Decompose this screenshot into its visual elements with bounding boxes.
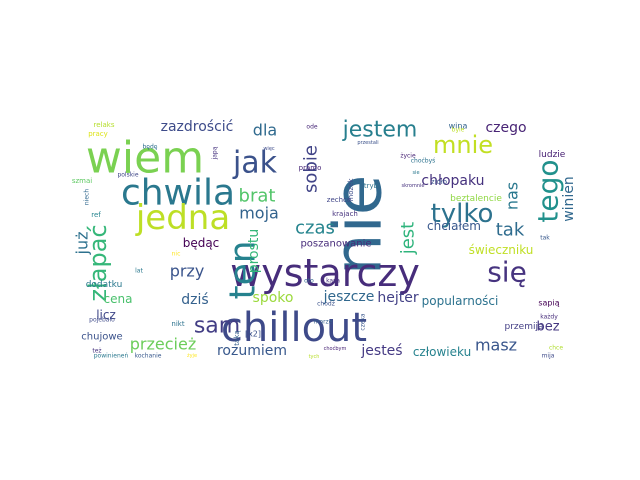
word-19: sobie — [301, 145, 322, 193]
word-75: tych — [309, 354, 320, 360]
word-58: zechce — [327, 196, 351, 204]
word-62: relaks — [94, 121, 115, 129]
word-67: niech — [84, 189, 91, 205]
word-72: też — [92, 348, 101, 355]
word-71: powinieneń — [94, 353, 129, 360]
word-66: japą — [212, 146, 219, 160]
word-38: cena — [104, 292, 133, 306]
word-13: sam — [194, 314, 240, 339]
word-96: tak — [540, 235, 550, 242]
word-55: taką — [233, 330, 241, 345]
word-95: każdy — [540, 314, 558, 321]
word-68: ref — [91, 211, 101, 219]
word-84: nic — [172, 251, 181, 258]
word-76: choćbym — [324, 345, 347, 352]
word-34: czego — [485, 120, 526, 136]
word-29: chłopaku — [421, 173, 484, 189]
word-9: tego — [532, 159, 565, 222]
word-37: już — [73, 232, 92, 256]
word-60: pramo — [299, 164, 322, 172]
word-2: chillout — [221, 305, 367, 351]
word-50: przemija — [505, 322, 544, 332]
word-73: kochanie — [135, 353, 162, 360]
word-26: zazdrościć — [161, 119, 234, 135]
word-41: człowieku — [413, 345, 471, 359]
word-85: będę — [143, 144, 158, 151]
word-40: popularności — [422, 294, 499, 308]
word-82: morze — [314, 319, 333, 326]
word-8: się — [487, 256, 527, 289]
word-24: przecież — [130, 335, 196, 354]
word-28: winien — [561, 176, 577, 222]
word-94: skromnie — [401, 183, 424, 189]
word-92: byle — [452, 127, 465, 134]
word-47: chujowe — [81, 332, 122, 343]
word-22: nas — [503, 182, 522, 210]
word-32: jesteś — [360, 343, 402, 359]
word-27: dziś — [181, 292, 208, 308]
word-31: rozumiem — [217, 343, 287, 359]
word-86: ode — [306, 124, 317, 131]
word-83: chodź — [317, 301, 335, 308]
word-88: sie — [412, 170, 419, 176]
word-15: tak — [496, 220, 525, 241]
word-90: zioło — [431, 178, 447, 186]
word-53: wina — [449, 122, 468, 131]
word-87: więc — [263, 146, 275, 152]
word-43: świeczniku — [469, 243, 534, 257]
word-74: żyje — [187, 353, 197, 359]
word-23: moja — [239, 204, 279, 223]
word-35: spoko — [253, 290, 294, 306]
word-70: lat — [135, 268, 143, 275]
word-3: wystarczy — [230, 251, 420, 295]
word-25: masz — [475, 336, 517, 355]
word-36: prostu — [246, 229, 262, 274]
word-30: jeszcze — [323, 289, 375, 305]
word-11: złapać — [84, 224, 112, 301]
word-14: jestem — [342, 118, 418, 143]
word-0: nie — [320, 175, 397, 276]
word-18: jest — [398, 222, 419, 256]
word-7: jak — [232, 146, 278, 181]
word-93: przestali — [357, 140, 378, 146]
word-80: oto — [304, 278, 314, 285]
word-69: pojebało — [89, 317, 115, 324]
word-1: wiem — [86, 133, 204, 184]
word-10: tylko — [431, 199, 494, 229]
word-52: ludzie — [539, 150, 566, 160]
word-63: pracy — [88, 130, 108, 138]
word-21: przy — [170, 262, 205, 281]
word-20: dla — [253, 121, 277, 140]
word-16: czas — [295, 218, 335, 239]
word-89: życie — [400, 153, 416, 160]
word-42: licz — [96, 308, 116, 322]
word-39: bez — [536, 320, 559, 335]
word-79: czeka — [360, 313, 367, 331]
word-6: jedna — [135, 198, 230, 238]
word-61: mózek — [347, 177, 355, 201]
word-48: dodatku — [86, 280, 123, 290]
word-44: chciałem — [427, 219, 481, 233]
word-12: mnie — [433, 131, 493, 159]
word-65: polskie — [117, 172, 138, 179]
word-5: ten — [223, 240, 264, 299]
word-56: nikt — [171, 320, 184, 328]
word-59: tryb — [364, 182, 379, 190]
word-33: hejter — [377, 290, 418, 306]
word-64: szmai — [72, 177, 92, 185]
word-49: sapią — [538, 299, 559, 308]
word-45: będąc — [183, 236, 220, 250]
word-4: chwila — [121, 173, 235, 214]
word-81: kasa — [326, 278, 340, 285]
word-91: choćbyś — [411, 158, 436, 165]
word-77: chce — [549, 345, 563, 352]
word-54: [x2] — [245, 330, 261, 339]
word-17: brat — [239, 186, 276, 207]
word-46: poszanowanie — [300, 239, 371, 250]
word-51: beztalencie — [450, 194, 502, 204]
word-57: krajach — [332, 210, 358, 218]
word-78: mija — [542, 353, 555, 360]
